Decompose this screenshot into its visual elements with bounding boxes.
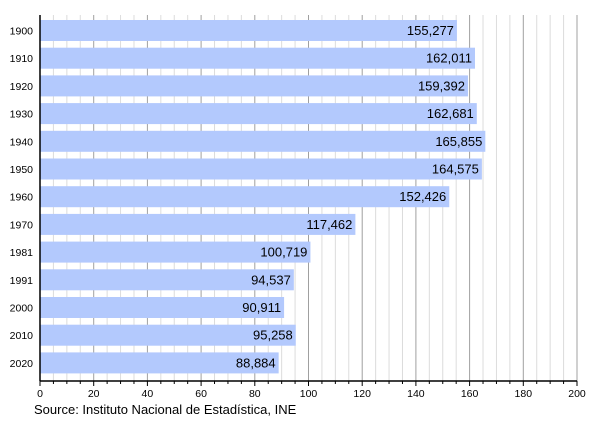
value-label: 152,426 [399, 189, 446, 204]
bar-1950 [40, 158, 482, 180]
x-tick-label: 100 [300, 388, 318, 400]
x-tick-label: 40 [142, 388, 154, 400]
value-label: 90,911 [242, 300, 281, 315]
x-tick-label: 60 [195, 388, 207, 400]
category-label: 1991 [10, 275, 34, 287]
value-label: 117,462 [306, 217, 352, 232]
value-label: 88,884 [236, 355, 276, 370]
value-label: 100,719 [260, 245, 307, 260]
x-tick-label: 120 [353, 388, 371, 400]
category-label: 1981 [10, 247, 34, 259]
category-label: 1930 [10, 109, 34, 121]
bar-2000 [40, 297, 285, 318]
x-tick-label: 20 [88, 388, 100, 400]
category-label: 1950 [10, 164, 34, 176]
category-label: 1910 [10, 53, 34, 65]
bar-1940 [40, 130, 486, 152]
x-tick-label: 200 [568, 388, 586, 400]
x-tick-label: 80 [249, 388, 261, 400]
bar-2020 [40, 352, 279, 374]
bar-1920 [40, 75, 468, 97]
category-label: 1940 [10, 136, 34, 148]
source-note: Source: Instituto Nacional de Estadístic… [34, 402, 297, 417]
value-label: 95,258 [253, 328, 293, 343]
category-label: 1970 [10, 219, 34, 231]
value-label: 165,855 [435, 134, 482, 149]
axes: 1900 1910 1920 1930 1940 1950 1960 1970 1981 1991… [10, 15, 586, 400]
value-label: 162,011 [426, 51, 472, 66]
bar-1970 [40, 213, 356, 235]
value-label: 159,392 [418, 78, 465, 93]
category-label: 2000 [10, 303, 34, 315]
value-label: 162,681 [427, 106, 474, 121]
x-tick-label: 0 [37, 388, 43, 400]
category-label: 2020 [10, 358, 34, 370]
bar-1960 [40, 186, 450, 208]
x-tick-label: 160 [461, 388, 479, 400]
bar-1981 [40, 241, 311, 263]
category-label: 1900 [10, 26, 34, 38]
category-label: 2010 [10, 330, 34, 342]
value-label: 94,537 [251, 272, 291, 287]
x-tick-label: 180 [515, 388, 533, 400]
bar-1991 [40, 269, 294, 291]
value-label: 155,277 [407, 23, 454, 38]
value-label: 164,575 [432, 162, 479, 177]
bar-1930 [40, 103, 477, 125]
category-label: 1920 [10, 81, 34, 93]
category-label: 1960 [10, 192, 34, 204]
bar-1910 [40, 47, 475, 69]
bar-2010 [40, 324, 296, 346]
x-tick-label: 140 [407, 388, 425, 400]
bars: 155,277 162,011 159,392 162,681 165,855 164,5… [40, 20, 486, 374]
bar-1900 [40, 20, 457, 41]
